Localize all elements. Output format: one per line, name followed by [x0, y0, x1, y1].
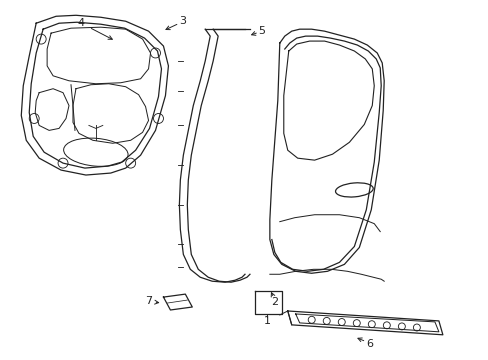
Text: 6: 6 [365, 339, 372, 349]
Text: 4: 4 [77, 18, 84, 28]
Text: 1: 1 [263, 316, 270, 326]
Text: 2: 2 [271, 297, 278, 307]
Text: 5: 5 [258, 26, 265, 36]
Text: 7: 7 [144, 296, 152, 306]
Text: 3: 3 [179, 16, 185, 26]
